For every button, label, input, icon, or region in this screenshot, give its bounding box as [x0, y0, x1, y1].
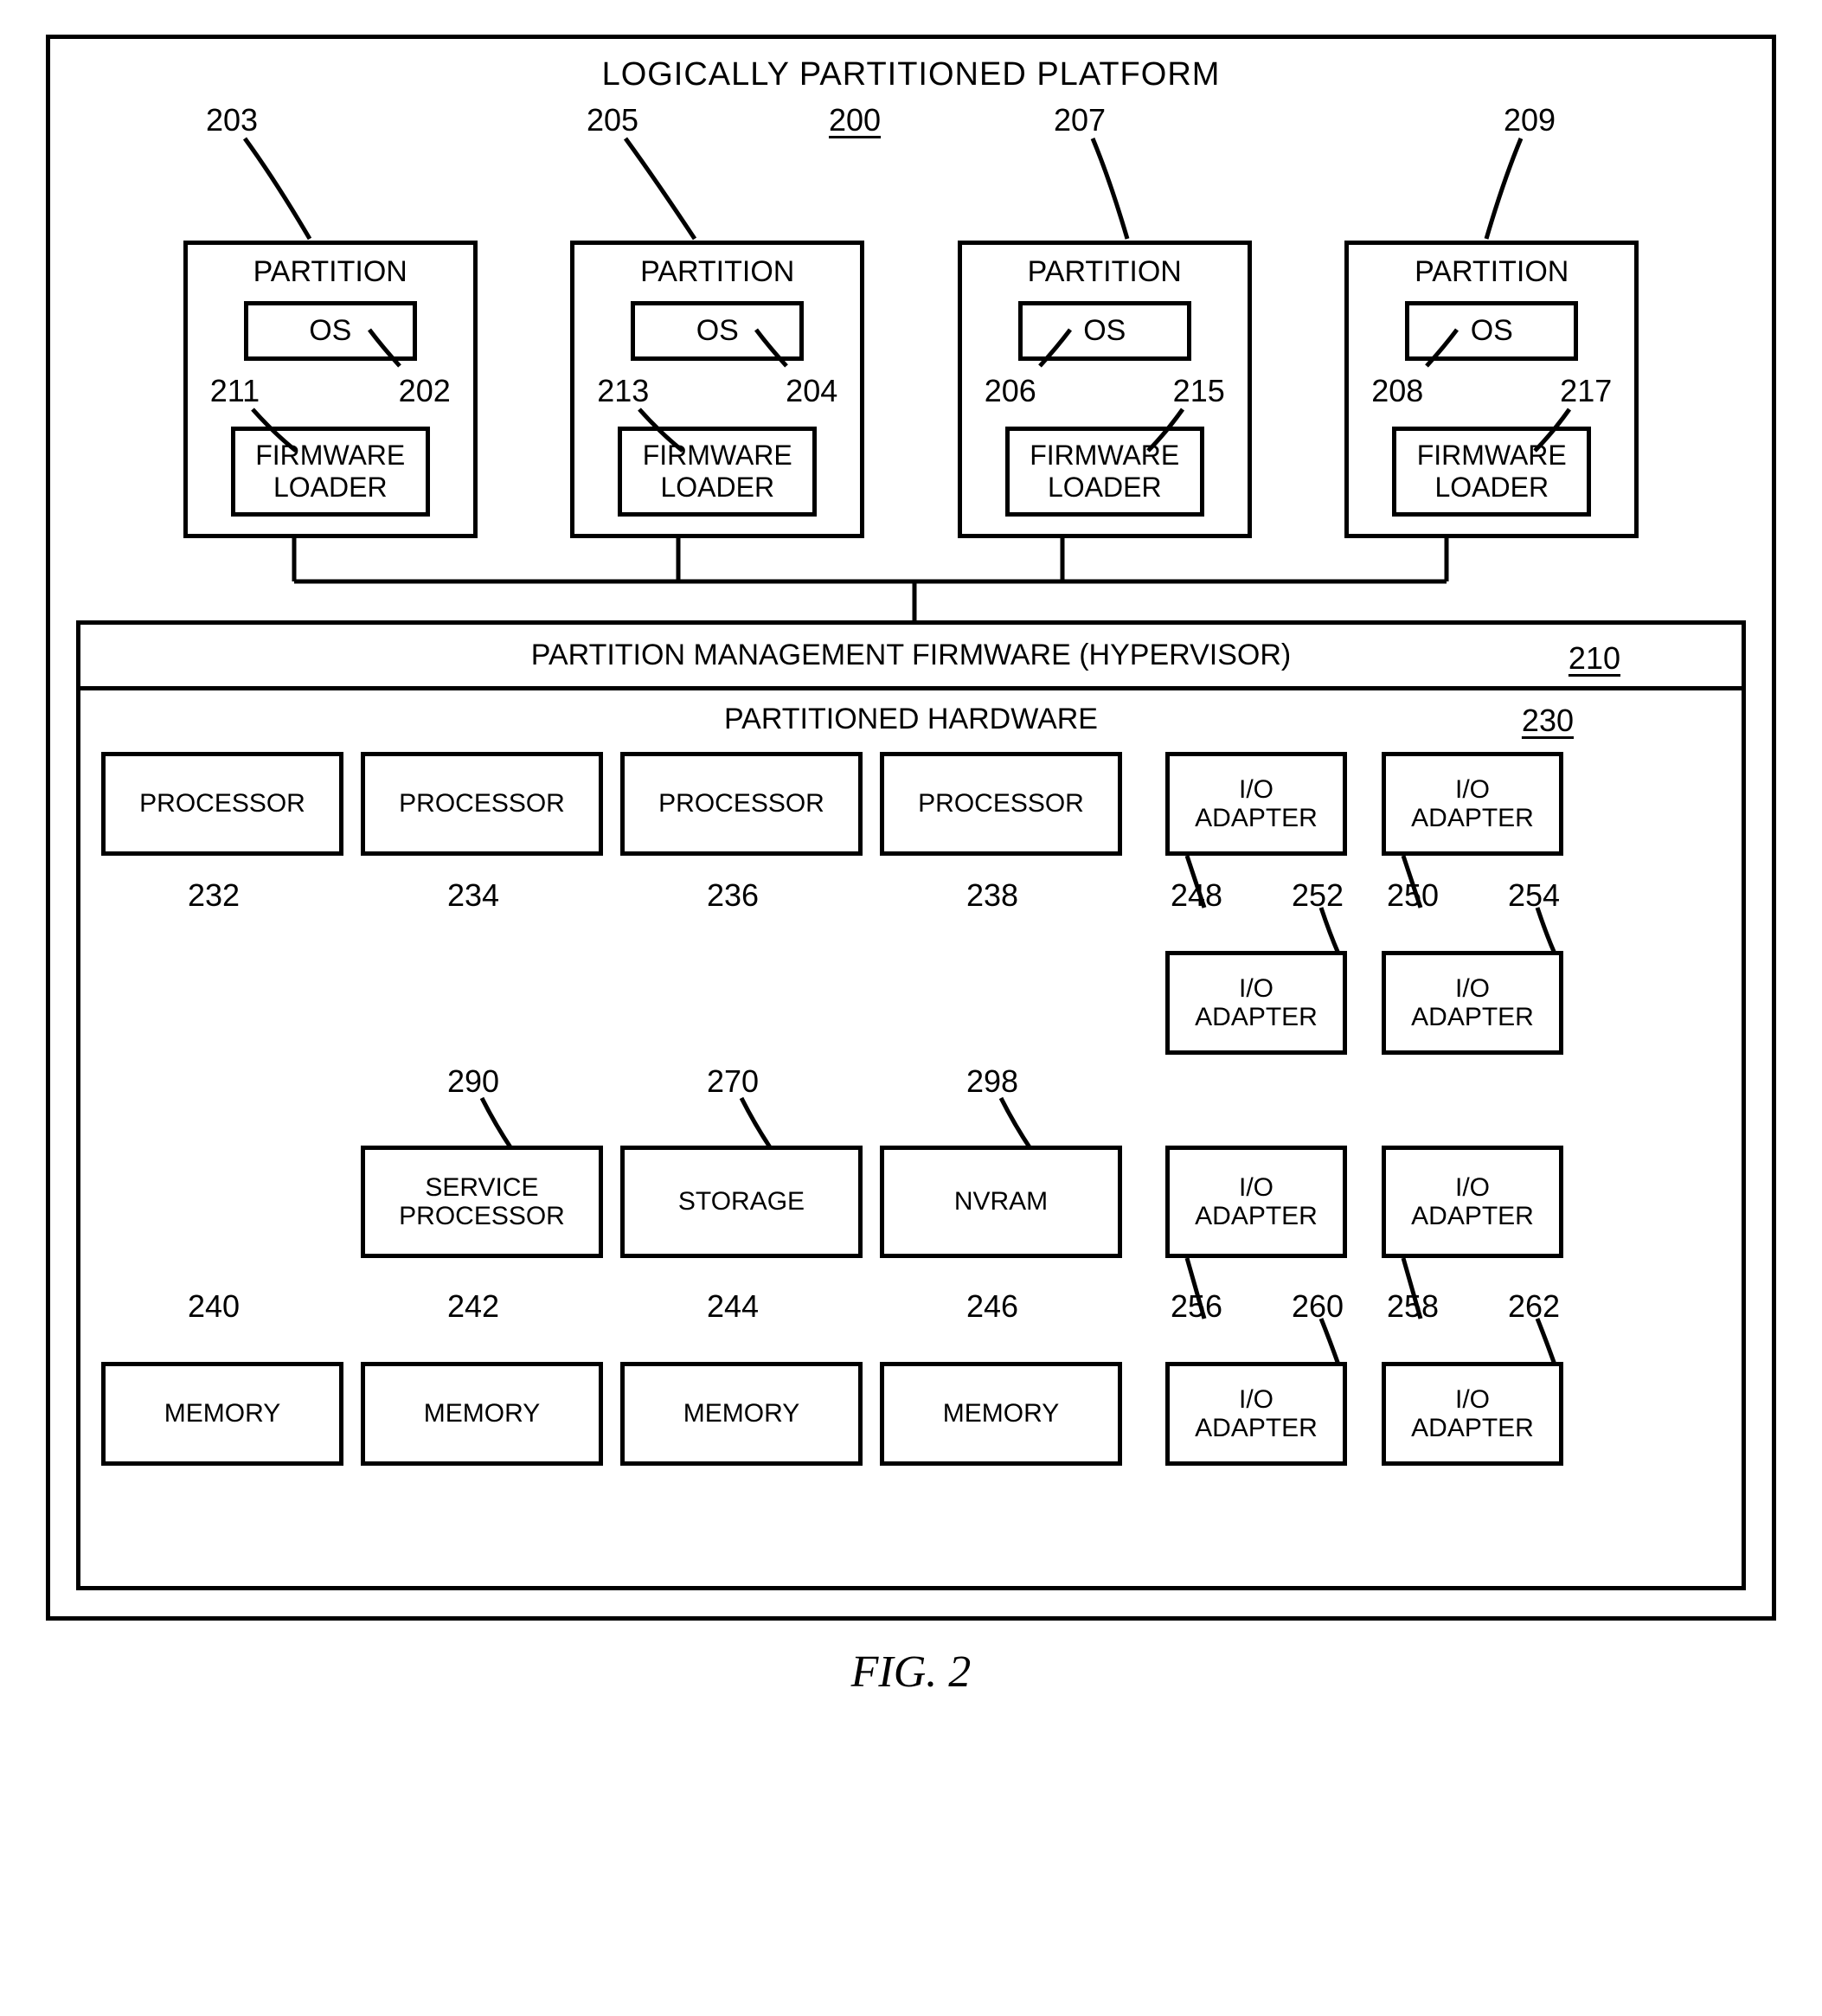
partition-0-os: OS: [244, 301, 417, 361]
hw-title: PARTITIONED HARDWARE: [724, 703, 1098, 735]
ref-209: 209: [1504, 102, 1556, 138]
ref-236: 236: [707, 877, 759, 914]
partition-2-os: OS: [1018, 301, 1191, 361]
hw-processor-238: PROCESSOR: [880, 752, 1122, 856]
hw-container: PARTITIONED HARDWARE 230 PROCESSOR PROCE…: [80, 690, 1742, 1586]
hw-service-processor: SERVICE PROCESSOR: [361, 1146, 603, 1258]
hw-io-254: I/O ADAPTER: [1382, 951, 1563, 1055]
hw-storage: STORAGE: [620, 1146, 863, 1258]
hw-memory-242: MEMORY: [361, 1362, 603, 1466]
partitions-row: PARTITION OS 211 202 FIRMWARE LOADER PAR…: [76, 241, 1746, 538]
partition-1-inner-refs: 213 204: [592, 373, 843, 416]
partition-2: PARTITION OS 206 215 FIRMWARE LOADER: [958, 241, 1252, 538]
ref-215: 215: [1173, 373, 1225, 416]
leader-curves-top: [76, 102, 1720, 241]
partition-0-fw: FIRMWARE LOADER: [231, 427, 430, 517]
partition-3-os: OS: [1405, 301, 1578, 361]
partition-3: PARTITION OS 208 217 FIRMWARE LOADER: [1344, 241, 1639, 538]
partition-1-fw: FIRMWARE LOADER: [618, 427, 817, 517]
ref-244: 244: [707, 1288, 759, 1325]
ref-213: 213: [597, 373, 649, 416]
figure-caption: FIG. 2: [35, 1647, 1787, 1698]
lower-container: PARTITION MANAGEMENT FIRMWARE (HYPERVISO…: [76, 620, 1746, 1590]
partition-0: PARTITION OS 211 202 FIRMWARE LOADER: [183, 241, 478, 538]
ref-250: 250: [1387, 877, 1439, 914]
ref-206: 206: [985, 373, 1036, 416]
hw-io-258: I/O ADAPTER: [1382, 1146, 1563, 1258]
hw-io-252: I/O ADAPTER: [1165, 951, 1347, 1055]
hw-io-248: I/O ADAPTER: [1165, 752, 1347, 856]
ref-211: 211: [210, 373, 260, 416]
ref-270: 270: [707, 1063, 759, 1100]
outer-frame: LOGICALLY PARTITIONED PLATFORM 203 205 2…: [46, 35, 1776, 1621]
ref-298: 298: [966, 1063, 1018, 1100]
ref-260: 260: [1292, 1288, 1344, 1325]
partition-0-title: PARTITION: [205, 255, 456, 289]
ref-217: 217: [1560, 373, 1612, 416]
ref-234: 234: [447, 877, 499, 914]
connector-lines: [76, 534, 1746, 620]
ref-232: 232: [188, 877, 240, 914]
ref-205: 205: [587, 102, 638, 138]
partition-1-os: OS: [631, 301, 804, 361]
ref-248: 248: [1171, 877, 1222, 914]
hw-memory-246: MEMORY: [880, 1362, 1122, 1466]
hw-processor-232: PROCESSOR: [101, 752, 343, 856]
ref-246: 246: [966, 1288, 1018, 1325]
partition-1: PARTITION OS 213 204 FIRMWARE LOADER: [570, 241, 864, 538]
hw-memory-240: MEMORY: [101, 1362, 343, 1466]
ref-258: 258: [1387, 1288, 1439, 1325]
ref-262: 262: [1508, 1288, 1560, 1325]
partition-3-title: PARTITION: [1366, 255, 1617, 289]
ref-290: 290: [447, 1063, 499, 1100]
ref-208: 208: [1371, 373, 1423, 416]
ref-252: 252: [1292, 877, 1344, 914]
ref-254: 254: [1508, 877, 1560, 914]
hw-grid: PROCESSOR PROCESSOR PROCESSOR PROCESSOR …: [101, 752, 1721, 1565]
partition-2-inner-refs: 206 215: [979, 373, 1230, 416]
partition-1-title: PARTITION: [592, 255, 843, 289]
ref-240: 240: [188, 1288, 240, 1325]
hw-io-250: I/O ADAPTER: [1382, 752, 1563, 856]
partition-2-title: PARTITION: [979, 255, 1230, 289]
hw-io-262: I/O ADAPTER: [1382, 1362, 1563, 1466]
ref-207: 207: [1054, 102, 1106, 138]
hw-nvram: NVRAM: [880, 1146, 1122, 1258]
partition-3-inner-refs: 208 217: [1366, 373, 1617, 416]
hw-io-256: I/O ADAPTER: [1165, 1146, 1347, 1258]
partition-2-fw: FIRMWARE LOADER: [1005, 427, 1204, 517]
ref-203: 203: [206, 102, 258, 138]
hw-title-row: PARTITIONED HARDWARE 230: [101, 703, 1721, 736]
ref-230: 230: [1522, 703, 1574, 739]
hw-processor-234: PROCESSOR: [361, 752, 603, 856]
hw-io-260: I/O ADAPTER: [1165, 1362, 1347, 1466]
top-refs: 203 205 200 207 209: [76, 102, 1746, 241]
partition-0-inner-refs: 211 202: [205, 373, 456, 416]
platform-title: LOGICALLY PARTITIONED PLATFORM: [76, 56, 1746, 93]
ref-210: 210: [1569, 640, 1620, 677]
hypervisor-label: PARTITION MANAGEMENT FIRMWARE (HYPERVISO…: [531, 639, 1291, 671]
ref-256: 256: [1171, 1288, 1222, 1325]
ref-202: 202: [399, 373, 451, 416]
ref-204: 204: [786, 373, 837, 416]
ref-238: 238: [966, 877, 1018, 914]
hypervisor-bar: PARTITION MANAGEMENT FIRMWARE (HYPERVISO…: [80, 625, 1742, 690]
partition-3-fw: FIRMWARE LOADER: [1392, 427, 1591, 517]
ref-200: 200: [829, 102, 881, 138]
hw-processor-236: PROCESSOR: [620, 752, 863, 856]
ref-242: 242: [447, 1288, 499, 1325]
hw-memory-244: MEMORY: [620, 1362, 863, 1466]
